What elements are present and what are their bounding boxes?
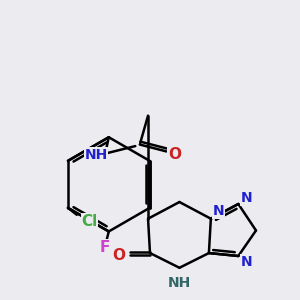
Text: NH: NH (168, 277, 191, 290)
Text: F: F (100, 240, 110, 255)
Text: N: N (240, 255, 252, 269)
Text: Cl: Cl (81, 214, 98, 229)
Text: N: N (240, 191, 252, 205)
Text: NH: NH (84, 148, 108, 162)
Text: O: O (168, 147, 181, 162)
Text: O: O (112, 248, 125, 263)
Text: N: N (213, 204, 224, 218)
